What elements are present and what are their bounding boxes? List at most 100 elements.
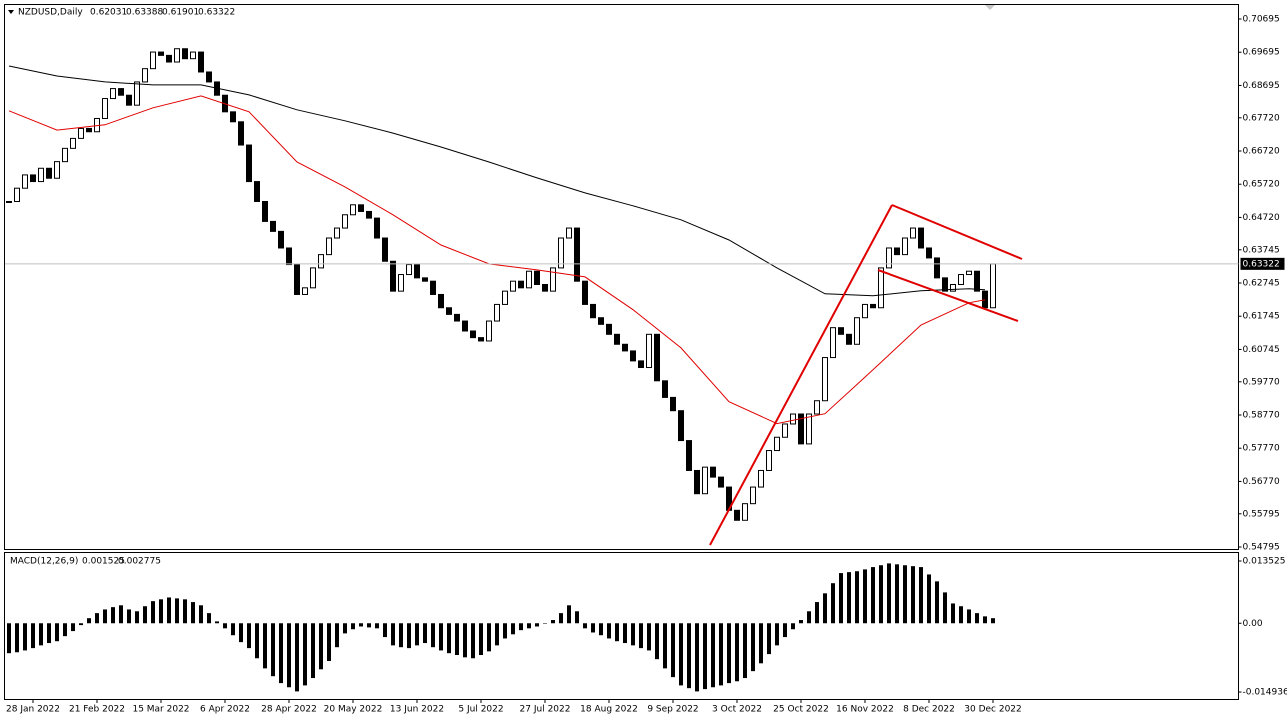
candle-body xyxy=(718,476,724,488)
macd-bar xyxy=(151,601,155,624)
macd-bar xyxy=(503,623,507,639)
y-tick-label: 0.59770 xyxy=(1243,377,1280,387)
moving-average xyxy=(8,65,986,297)
candle-body xyxy=(918,227,924,249)
candle-body xyxy=(854,317,860,345)
x-tick-label: 3 Oct 2022 xyxy=(712,705,762,715)
candle-body xyxy=(566,227,572,239)
macd-bar xyxy=(223,623,227,629)
candle-body xyxy=(350,204,356,216)
candle-body xyxy=(710,466,716,478)
y-tick-label: 0.00 xyxy=(1243,619,1263,629)
macd-bar xyxy=(535,623,539,627)
candle-body xyxy=(158,51,164,56)
menu-triangle[interactable] xyxy=(8,10,14,14)
shift-marker[interactable] xyxy=(985,5,995,10)
macd-bar xyxy=(431,623,435,648)
macd-bar xyxy=(255,623,259,659)
macd-bar xyxy=(71,623,75,632)
macd-bar xyxy=(407,623,411,649)
candle-body xyxy=(870,303,876,309)
candle-body xyxy=(654,333,660,382)
macd-bar xyxy=(127,609,131,624)
macd-bar xyxy=(767,623,771,655)
macd-bar xyxy=(895,564,899,624)
macd-bar xyxy=(623,623,627,644)
candle-body xyxy=(302,287,308,295)
y-tick-label: 0.57770 xyxy=(1243,444,1280,454)
candle-body xyxy=(294,264,300,295)
candle-body xyxy=(942,277,948,292)
candle-body xyxy=(534,270,540,286)
macd-bar xyxy=(703,623,707,690)
candle-body xyxy=(430,280,436,295)
y-tick-label: 0.55795 xyxy=(1243,509,1280,519)
candle-body xyxy=(166,54,172,63)
last-price-label: 0.63322 xyxy=(1243,259,1280,269)
macd-bar xyxy=(559,613,563,624)
candle-body xyxy=(630,350,636,362)
macd-bar xyxy=(847,572,851,624)
macd-bar xyxy=(479,623,483,656)
macd-bar xyxy=(935,581,939,624)
candle-body xyxy=(366,210,372,219)
macd-bar xyxy=(351,623,355,630)
macd-bar xyxy=(95,613,99,624)
macd-bar xyxy=(455,623,459,656)
macd-bar xyxy=(231,623,235,636)
x-tick-label: 6 Apr 2022 xyxy=(200,705,250,715)
candle-body xyxy=(678,410,684,442)
macd-bar xyxy=(311,623,315,679)
candle-body xyxy=(518,280,524,289)
macd-bar xyxy=(871,567,875,624)
candle-body xyxy=(406,264,412,276)
candle-body xyxy=(838,327,844,335)
chart-title: NZDUSD,Daily xyxy=(18,8,83,18)
macd-bar xyxy=(823,593,827,624)
macd-bar xyxy=(815,602,819,624)
candle-body xyxy=(110,88,116,100)
candle-body xyxy=(542,284,548,292)
candle-body xyxy=(382,237,388,262)
candle-body xyxy=(830,327,836,359)
candle-body xyxy=(150,51,156,70)
candle-body xyxy=(966,270,972,276)
candle-body xyxy=(46,167,52,179)
macd-bar xyxy=(967,609,971,624)
candle-body xyxy=(142,68,148,83)
x-tick-label: 27 Jul 2022 xyxy=(520,705,571,715)
macd-bar xyxy=(887,563,891,624)
candle-body xyxy=(742,503,748,521)
macd-bar xyxy=(319,623,323,670)
macd-bar xyxy=(639,623,643,649)
candle-body xyxy=(126,94,132,106)
macd-bar xyxy=(495,623,499,646)
price-panel-frame xyxy=(4,4,1239,550)
candle-body xyxy=(886,247,892,269)
macd-bar xyxy=(807,611,811,624)
y-tick-label: 0.61745 xyxy=(1243,312,1280,322)
candle-body xyxy=(974,270,980,292)
candle-body xyxy=(950,284,956,292)
macd-bar xyxy=(959,606,963,624)
macd-bar xyxy=(543,623,547,624)
macd-bar xyxy=(423,623,427,644)
candle-body xyxy=(798,413,804,445)
candle-body xyxy=(494,303,500,322)
candle-body xyxy=(262,200,268,222)
candle-body xyxy=(438,293,444,309)
y-tick-label: 0.67720 xyxy=(1243,113,1280,123)
candle-body xyxy=(646,333,652,369)
macd-bar xyxy=(583,623,587,629)
candle-body xyxy=(670,396,676,412)
candle-body xyxy=(14,187,20,202)
candle-body xyxy=(38,167,44,183)
y-tick-label: 0.69695 xyxy=(1243,48,1280,58)
macd-bar xyxy=(367,623,371,628)
macd-bar xyxy=(159,599,163,624)
macd-bar xyxy=(615,623,619,642)
header-open: 0.62031 xyxy=(90,8,127,18)
macd-bar xyxy=(55,623,59,642)
macd-bar xyxy=(391,623,395,646)
candle-body xyxy=(182,48,188,60)
